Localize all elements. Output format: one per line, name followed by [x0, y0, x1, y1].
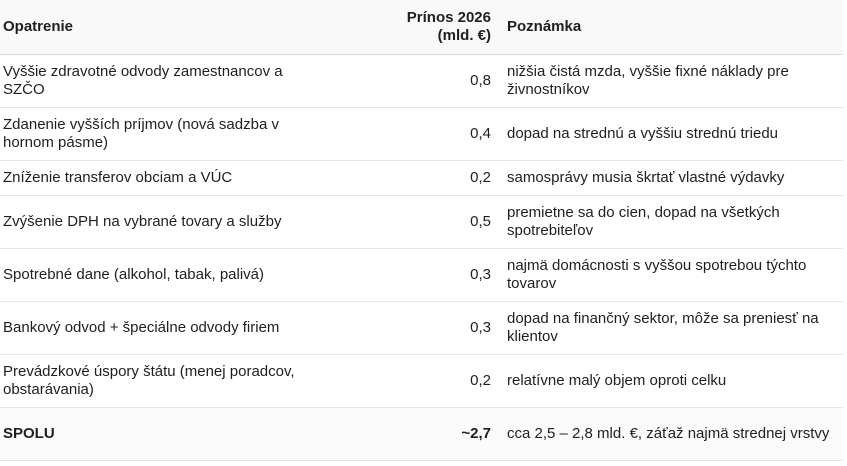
total-yield: ~2,7	[330, 407, 501, 461]
row-measure: Bankový odvod + špeciálne odvody firiem	[0, 301, 330, 355]
total-note: cca 2,5 – 2,8 mld. €, záťaž najmä stredn…	[501, 407, 843, 461]
header-measure: Opatrenie	[0, 0, 330, 55]
header-note: Poznámka	[501, 0, 843, 55]
row-yield: 0,3	[330, 301, 501, 355]
table-row: Vyššie zdravotné odvody zamestnancov a S…	[0, 54, 843, 108]
header-yield: Prínos 2026 (mld. €)	[330, 0, 501, 55]
row-note: relatívne malý objem oproti celku	[501, 354, 843, 408]
row-yield: 0,3	[330, 248, 501, 302]
row-note: dopad na finančný sektor, môže sa prenie…	[501, 301, 843, 355]
row-note: nižšia čistá mzda, vyššie fixné náklady …	[501, 54, 843, 108]
table-row: Zníženie transferov obciam a VÚC 0,2 sam…	[0, 160, 843, 196]
total-row: SPOLU ~2,7 cca 2,5 – 2,8 mld. €, záťaž n…	[0, 407, 843, 461]
table-body: Vyššie zdravotné odvody zamestnancov a S…	[0, 54, 843, 461]
table-row: Zvýšenie DPH na vybrané tovary a služby …	[0, 195, 843, 249]
header-yield-line2: (mld. €)	[437, 26, 491, 44]
row-measure: Zníženie transferov obciam a VÚC	[0, 160, 330, 196]
row-yield: 0,5	[330, 195, 501, 249]
header-yield-line1: Prínos 2026	[406, 8, 491, 26]
table-row: Prevádzkové úspory štátu (menej poradcov…	[0, 354, 843, 408]
row-measure: Zdanenie vyšších príjmov (nová sadzba v …	[0, 107, 330, 161]
row-note: samosprávy musia škrtať vlastné výdavky	[501, 160, 843, 196]
row-yield: 0,2	[330, 160, 501, 196]
row-yield: 0,8	[330, 54, 501, 108]
row-note: dopad na strednú a vyššiu strednú triedu	[501, 107, 843, 161]
row-measure: Spotrebné dane (alkohol, tabak, palivá)	[0, 248, 330, 302]
row-measure: Vyššie zdravotné odvody zamestnancov a S…	[0, 54, 330, 108]
table-row: Zdanenie vyšších príjmov (nová sadzba v …	[0, 107, 843, 161]
row-measure: Prevádzkové úspory štátu (menej poradcov…	[0, 354, 330, 408]
table-header: Opatrenie Prínos 2026 (mld. €) Poznámka	[0, 0, 843, 55]
total-measure: SPOLU	[0, 407, 330, 461]
row-note: premietne sa do cien, dopad na všetkých …	[501, 195, 843, 249]
row-yield: 0,4	[330, 107, 501, 161]
table-row: Spotrebné dane (alkohol, tabak, palivá) …	[0, 248, 843, 302]
row-measure: Zvýšenie DPH na vybrané tovary a služby	[0, 195, 330, 249]
header-row: Opatrenie Prínos 2026 (mld. €) Poznámka	[0, 0, 843, 55]
table-row: Bankový odvod + špeciálne odvody firiem …	[0, 301, 843, 355]
row-yield: 0,2	[330, 354, 501, 408]
row-note: najmä domácnosti s vyššou spotrebou tých…	[501, 248, 843, 302]
